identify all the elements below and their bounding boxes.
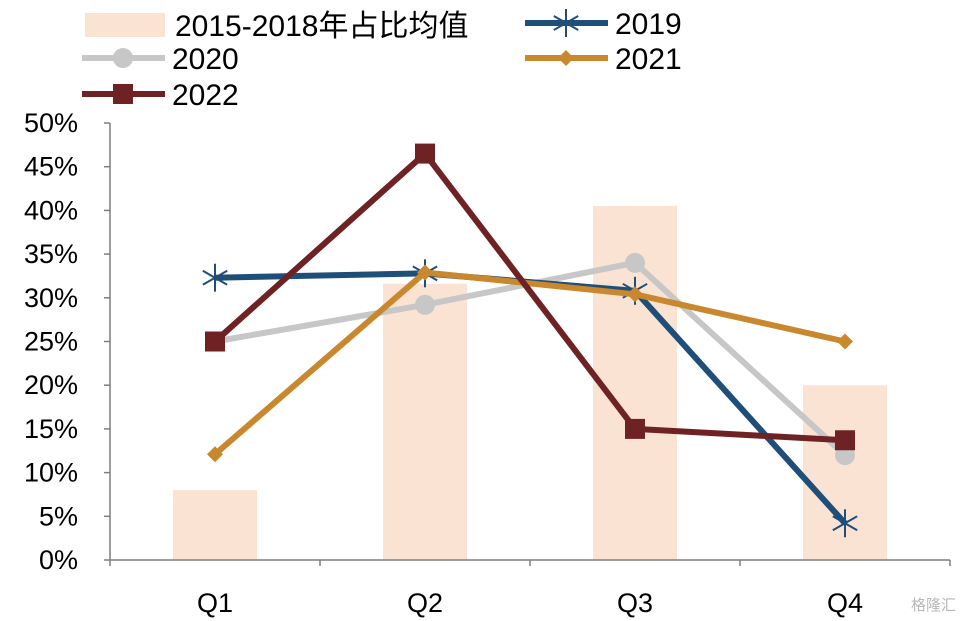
series-2021	[207, 264, 853, 463]
point-2021-q3	[627, 286, 643, 303]
point-2020-q3	[625, 252, 645, 273]
point-2019-q1	[202, 263, 228, 292]
point-2022-q4	[835, 430, 855, 451]
y-tick-label: 40%	[24, 195, 78, 225]
y-tick-label: 15%	[24, 414, 78, 444]
legend-label-2022: 2022	[172, 79, 239, 112]
point-2022-q1	[205, 331, 225, 352]
series-line-2019	[214, 270, 848, 526]
point-2019-q4	[832, 509, 858, 538]
legend-marker-2019	[553, 9, 579, 37]
legend-swatch-bar	[85, 13, 165, 37]
series-line-2021	[213, 269, 846, 457]
legend-marker-2020	[113, 48, 133, 68]
legend-marker-2021	[558, 50, 574, 66]
y-tick-label: 50%	[24, 108, 78, 138]
legend-label-bar: 2015-2018年占比均值	[175, 10, 468, 43]
y-tick-label: 10%	[24, 458, 78, 488]
legend-item-2019: 2019	[525, 8, 682, 41]
watermark: 格隆汇	[910, 596, 956, 614]
legend: 2015-2018年占比均值 2019 2020 2021 2022	[82, 8, 682, 112]
y-tick-label: 20%	[24, 370, 78, 400]
bar-q2	[383, 283, 467, 560]
legend-label-2019: 2019	[615, 8, 682, 41]
star-stroke	[553, 15, 579, 31]
legend-label-2020: 2020	[172, 43, 239, 76]
y-tick-label: 25%	[24, 327, 78, 357]
star-stroke	[832, 515, 858, 532]
point-2021-q1	[207, 446, 223, 463]
y-tick-label: 0%	[39, 545, 78, 575]
series-2022	[205, 143, 855, 451]
legend-marker-2022	[113, 84, 133, 104]
x-tick-label: Q4	[827, 588, 863, 618]
axes: 0% 5% 10% 15% 20% 25% 30% 35% 40% 45% 50% Q1 Q2 Q3 Q4	[24, 108, 951, 618]
x-tick-label: Q3	[617, 588, 653, 618]
y-tick-label: 45%	[24, 152, 78, 182]
legend-item-2020: 2020	[82, 43, 239, 76]
y-tick-label: 5%	[39, 501, 78, 531]
legend-label-2021: 2021	[615, 43, 682, 76]
point-2022-q2	[415, 143, 435, 164]
y-tick-label: 35%	[24, 239, 78, 269]
point-2020-q2	[415, 294, 435, 315]
series-line-2022	[212, 150, 846, 444]
point-2021-q4	[837, 333, 853, 350]
line-series	[202, 143, 858, 538]
x-tick-label: Q1	[197, 588, 233, 618]
y-tick-label: 30%	[24, 283, 78, 313]
x-tick-label: Q2	[407, 588, 443, 618]
legend-item-2021: 2021	[525, 43, 682, 76]
bar-q1	[173, 490, 257, 560]
star-stroke	[202, 269, 228, 286]
point-2022-q3	[625, 418, 645, 439]
point-2021-q2	[417, 264, 433, 281]
bar-series	[173, 206, 887, 560]
series-2019	[202, 259, 858, 538]
legend-item-2022: 2022	[82, 79, 239, 112]
